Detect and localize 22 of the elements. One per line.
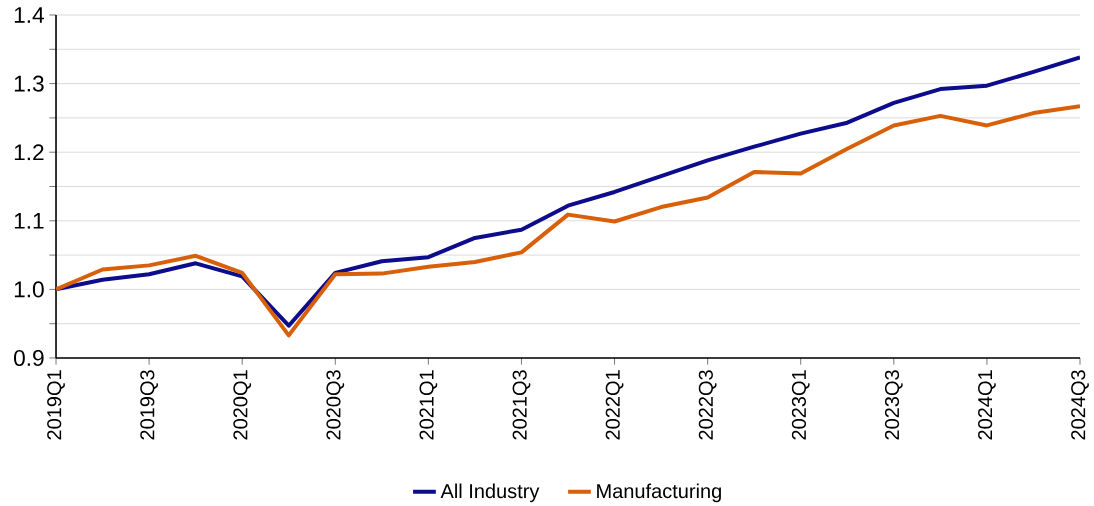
x-tick-label: 2023Q3 (884, 370, 903, 440)
x-tick-label: 2019Q3 (140, 370, 158, 440)
y-tick-label: 1.4 (14, 7, 44, 23)
x-tick-label: 2020Q3 (326, 370, 345, 440)
line-series (56, 104, 1080, 338)
x-tick-label: 2024Q1 (978, 370, 996, 440)
y-tick-label: 1.1 (14, 212, 44, 229)
y-tick-label: 1.3 (14, 75, 44, 92)
x-tick-label: 2022Q3 (698, 370, 717, 440)
x-tick-label: 2020Q1 (233, 370, 252, 440)
x-tick-label: 2019Q1 (47, 370, 65, 440)
y-tick-label: 1.2 (14, 144, 44, 161)
legend-label: All Industry (440, 483, 540, 503)
x-tick-label: 2021Q3 (512, 370, 531, 440)
x-tick-label: 2023Q1 (791, 370, 810, 440)
line-series (56, 55, 1080, 328)
y-tick-label: 0.9 (14, 349, 44, 367)
x-tick-label: 2021Q1 (419, 370, 438, 440)
x-tick-label: 2024Q3 (1071, 370, 1089, 440)
y-tick-label: 1.0 (14, 281, 44, 298)
legend-label: Manufacturing (597, 483, 721, 503)
x-tick-label: 2022Q1 (605, 370, 624, 440)
